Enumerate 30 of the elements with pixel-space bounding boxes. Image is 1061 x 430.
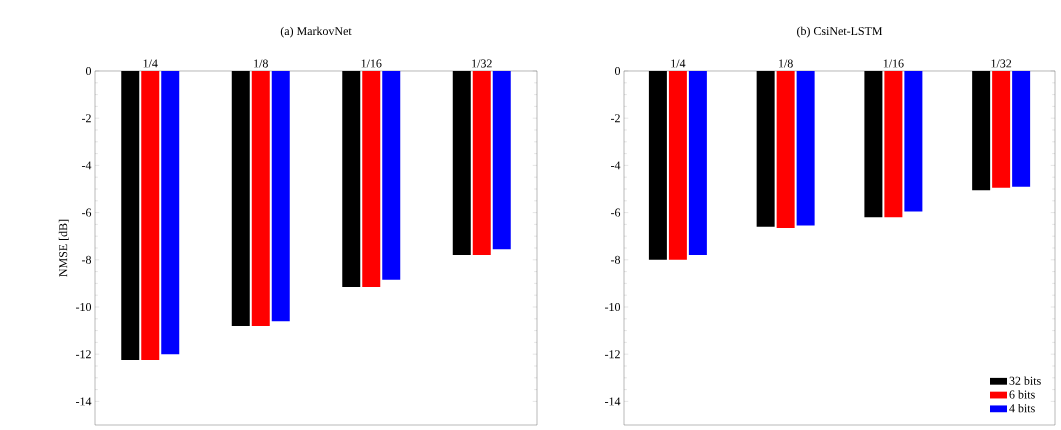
x-tick-label: 1/8 — [254, 59, 268, 68]
legend-label: 32 bits — [1009, 376, 1041, 385]
y-tick-label: -4 — [81, 161, 92, 170]
y-tick-label: -12 — [75, 350, 91, 359]
x-tick-label: 1/8 — [779, 59, 793, 68]
y-tick-label: -6 — [610, 208, 621, 217]
y-tick-label: -14 — [75, 397, 92, 406]
y-tick-label: -4 — [610, 161, 621, 170]
legend-label: 4 bits — [1009, 403, 1035, 413]
y-tick-label: 0 — [614, 66, 621, 76]
x-tick-label: 1/4 — [671, 59, 686, 68]
y-tick-label: -14 — [604, 397, 621, 406]
chart-title: (a) MarkovNet — [280, 26, 352, 38]
y-tick-label: -10 — [604, 302, 621, 312]
y-tick-label: -8 — [81, 255, 92, 264]
legend-label: 6 bits — [1009, 390, 1035, 399]
y-tick-label: -12 — [604, 350, 620, 359]
x-tick-label: 1/16 — [361, 59, 382, 68]
y-tick-label: -2 — [81, 114, 91, 123]
y-tick-label: 0 — [85, 66, 92, 76]
chart-title: (b) CsiNet-LSTM — [797, 26, 883, 38]
x-tick-label: 1/16 — [883, 59, 904, 68]
x-tick-label: 1/4 — [143, 59, 158, 68]
y-axis-title: NMSE [dB] — [58, 219, 69, 277]
y-tick-label: -10 — [75, 302, 92, 312]
x-tick-label: 1/32 — [472, 59, 492, 68]
x-tick-label: 1/32 — [991, 59, 1012, 68]
y-tick-label: -8 — [610, 255, 621, 264]
y-tick-label: -6 — [81, 208, 92, 217]
y-tick-label: -2 — [610, 114, 620, 123]
